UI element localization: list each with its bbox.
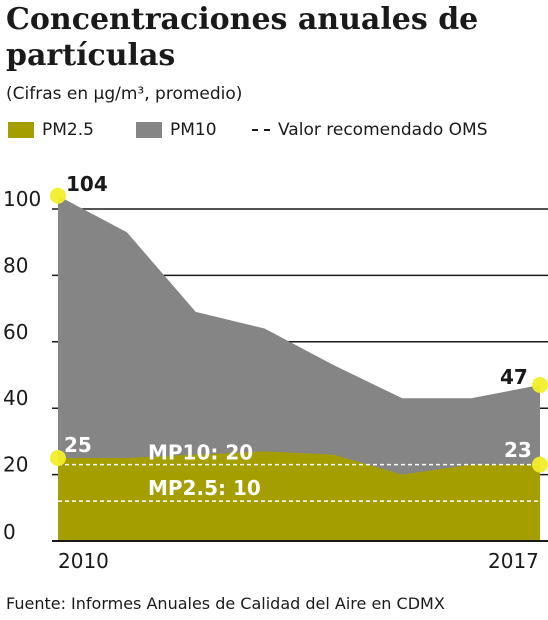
legend-label-pm10: PM10 [170, 120, 217, 140]
x-tick-label-2010: 2010 [58, 549, 109, 573]
legend: PM2.5 PM10 Valor recomendado OMS [0, 120, 548, 144]
legend-swatch-pm10 [136, 122, 162, 138]
source-note: Fuente: Informes Anuales de Calidad del … [6, 594, 445, 613]
y-tick-label-80: 80 [3, 253, 28, 277]
data-label-47: 47 [500, 365, 528, 389]
y-tick-label-40: 40 [3, 386, 28, 410]
point-marker-25 [50, 450, 66, 466]
y-tick-label-60: 60 [3, 320, 28, 344]
data-label-104: 104 [66, 172, 108, 196]
legend-label-oms: Valor recomendado OMS [278, 120, 488, 140]
point-marker-47 [532, 376, 548, 393]
legend-dash-oms [252, 129, 270, 131]
y-tick-label-100: 100 [3, 187, 41, 211]
y-tick-label-0: 0 [3, 520, 16, 544]
legend-item-oms: Valor recomendado OMS [252, 120, 488, 140]
chart-subtitle: (Cifras en µg/m³, promedio) [6, 84, 243, 104]
y-tick-label-20: 20 [3, 453, 28, 477]
chart-title: Concentraciones anuales de partículas [6, 2, 479, 73]
point-marker-104 [50, 187, 66, 204]
data-label-23: 23 [504, 438, 532, 462]
point-marker-23 [532, 456, 548, 473]
legend-item-pm25: PM2.5 [8, 120, 94, 140]
reference-label-mp25: MP2.5: 10 [148, 476, 261, 500]
data-label-25: 25 [64, 433, 92, 457]
legend-label-pm25: PM2.5 [42, 120, 94, 140]
area-pm25 [58, 451, 540, 541]
legend-item-pm10: PM10 [136, 120, 217, 140]
area-pm10 [58, 195, 540, 541]
reference-label-mp10: MP10: 20 [148, 441, 253, 465]
x-tick-label-2017: 2017 [488, 549, 539, 573]
legend-swatch-pm25 [8, 122, 34, 138]
